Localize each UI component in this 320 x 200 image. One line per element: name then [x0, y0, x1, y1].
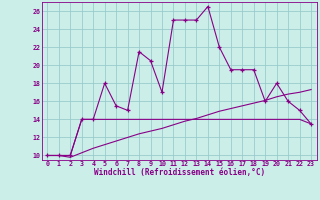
X-axis label: Windchill (Refroidissement éolien,°C): Windchill (Refroidissement éolien,°C) [94, 168, 265, 177]
